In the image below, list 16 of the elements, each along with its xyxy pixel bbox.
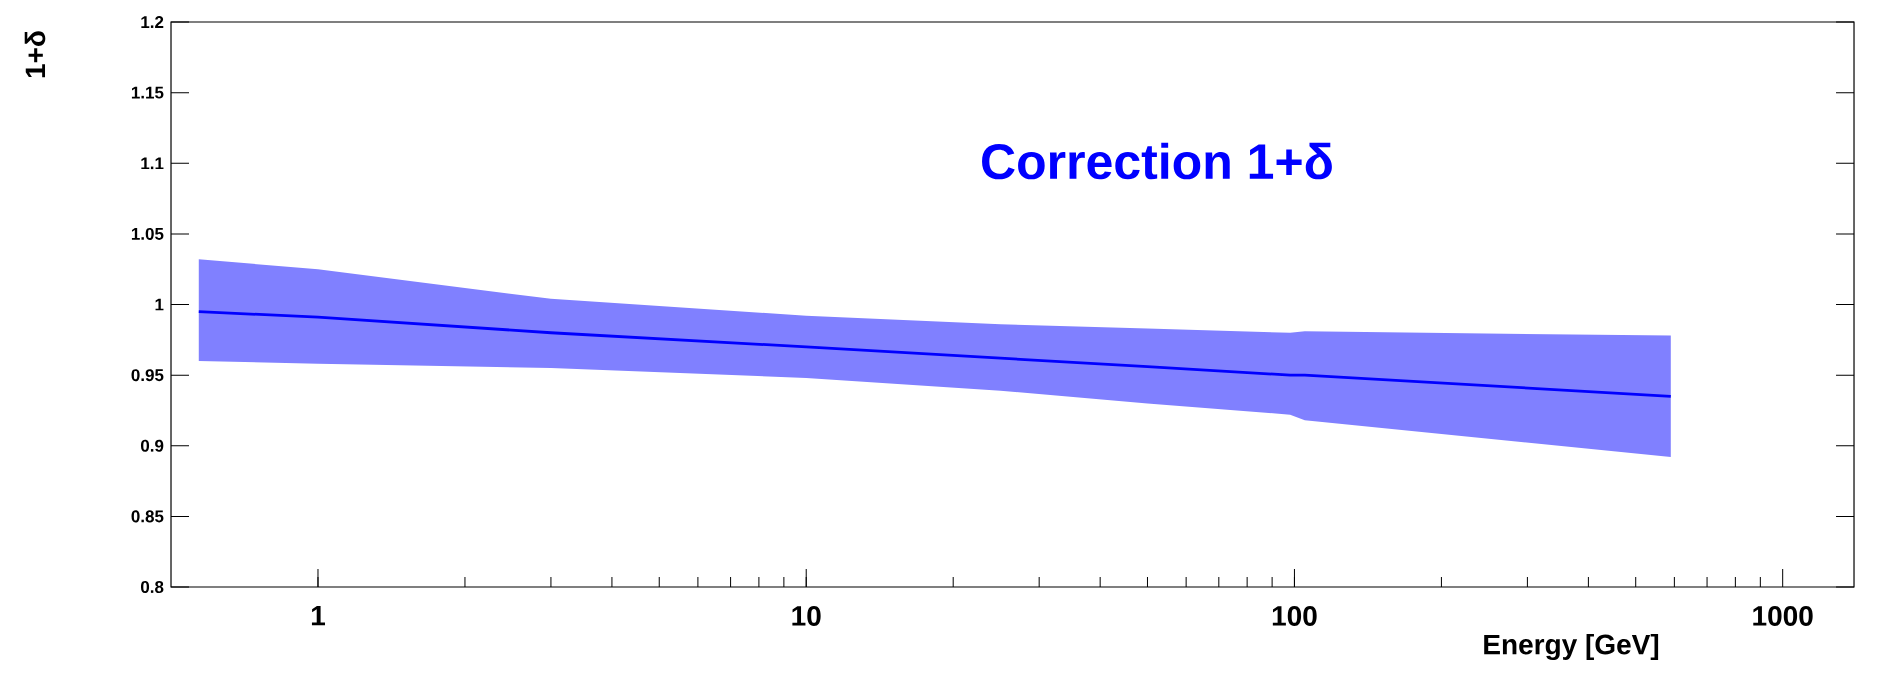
y-axis-title: 1+δ (24, 31, 46, 78)
y-tick-label: 0.95 (131, 369, 164, 382)
x-tick-label: 1000 (1753, 606, 1813, 626)
y-tick-label: 0.8 (140, 581, 164, 594)
text: Correction 1+δ (982, 142, 1332, 180)
x-tick-label: 10 (792, 606, 821, 626)
y-tick-label: 1 (155, 298, 164, 311)
y-tick-label: 0.9 (140, 439, 164, 452)
y-tick-label: 0.85 (131, 510, 164, 523)
y-tick-label: 1.2 (141, 16, 164, 28)
x-tick-label: 1 (311, 606, 325, 626)
y-tick-label: 1.05 (131, 227, 164, 240)
y-tick-label: 1.15 (131, 86, 164, 99)
x-axis-title: Energy [GeV] (1484, 633, 1659, 661)
y-tick-label: 1.1 (141, 157, 164, 170)
x-tick-label: 100 (1272, 606, 1317, 626)
